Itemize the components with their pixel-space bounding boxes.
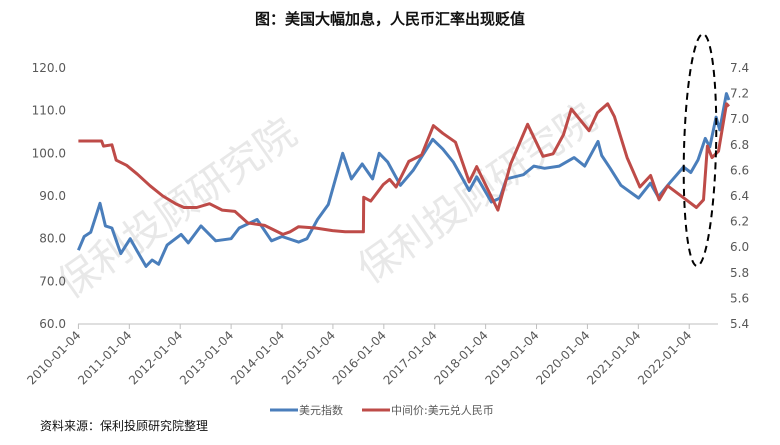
y-left-tick-label: 120.0: [32, 61, 66, 75]
y-right-tick-label: 6.0: [730, 240, 749, 254]
x-tick-label: 2018-01-04: [432, 328, 491, 387]
y-left-tick-label: 100.0: [32, 146, 66, 160]
highlight-ellipse: [682, 33, 718, 267]
x-tick-label: 2020-01-04: [533, 328, 592, 387]
y-right-tick-label: 5.8: [730, 266, 749, 280]
y-left-tick-label: 80.0: [39, 232, 66, 246]
x-tick-label: 2014-01-04: [228, 328, 287, 387]
x-tick-label: 2021-01-04: [584, 328, 643, 387]
legend-label: 美元指数: [299, 403, 343, 417]
x-tick-label: 2015-01-04: [279, 328, 338, 387]
y-left-tick-label: 70.0: [39, 274, 66, 288]
source-note: 资料来源：保利投顾研究院整理: [40, 419, 209, 433]
chart-title: 图：美国大幅加息，人民币汇率出现贬值: [254, 10, 525, 28]
x-tick-label: 2016-01-04: [330, 328, 389, 387]
x-tick-label: 2019-01-04: [482, 328, 541, 387]
y-right-tick-label: 6.2: [730, 215, 749, 229]
x-tick-label: 2013-01-04: [177, 328, 236, 387]
x-tick-label: 2011-01-04: [75, 328, 134, 387]
y-right-tick-label: 6.4: [730, 189, 749, 203]
y-left-tick-label: 60.0: [39, 317, 66, 331]
series-line-usdcny: [78, 102, 731, 236]
x-tick-label: 2010-01-04: [24, 328, 83, 387]
x-tick-label: 2012-01-04: [126, 328, 185, 387]
y-right-tick-label: 7.0: [730, 112, 749, 126]
legend-label: 中间价:美元兑人民币: [391, 403, 494, 417]
y-left-tick-label: 110.0: [32, 104, 66, 118]
y-left-tick-label: 90.0: [39, 189, 66, 203]
y-right-tick-label: 6.6: [730, 163, 749, 177]
y-right-tick-label: 6.8: [730, 138, 749, 152]
y-right-tick-label: 5.4: [730, 317, 749, 331]
y-right-tick-label: 7.2: [730, 87, 749, 101]
x-tick-label: 2022-01-04: [635, 328, 694, 387]
y-right-tick-label: 7.4: [730, 61, 749, 75]
x-tick-label: 2017-01-04: [381, 328, 440, 387]
y-right-tick-label: 5.6: [730, 291, 749, 305]
